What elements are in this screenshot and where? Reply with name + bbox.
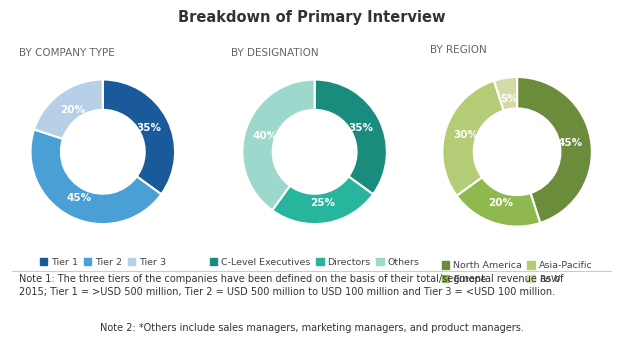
Wedge shape: [103, 80, 175, 194]
Wedge shape: [315, 80, 387, 194]
Text: 35%: 35%: [136, 123, 161, 133]
Wedge shape: [31, 129, 161, 224]
Text: 45%: 45%: [67, 193, 92, 203]
Legend: North America, Europe, Asia-Pacific, RoW: North America, Europe, Asia-Pacific, RoW: [442, 261, 592, 284]
Text: BY COMPANY TYPE: BY COMPANY TYPE: [19, 48, 115, 58]
Wedge shape: [442, 81, 503, 196]
Text: Note 2: *Others include sales managers, marketing managers, and product managers: Note 2: *Others include sales managers, …: [100, 323, 523, 333]
Wedge shape: [272, 176, 373, 224]
Wedge shape: [34, 80, 103, 139]
Text: 20%: 20%: [60, 105, 85, 115]
Text: BY REGION: BY REGION: [430, 45, 487, 55]
Text: Breakdown of Primary Interview: Breakdown of Primary Interview: [178, 10, 445, 25]
Legend: Tier 1, Tier 2, Tier 3: Tier 1, Tier 2, Tier 3: [40, 258, 166, 267]
Text: BY DESIGNATION: BY DESIGNATION: [231, 48, 318, 58]
Text: 40%: 40%: [252, 131, 278, 141]
Text: 35%: 35%: [348, 123, 373, 133]
Text: 25%: 25%: [310, 198, 335, 208]
Text: 5%: 5%: [500, 93, 518, 104]
Text: Note 1: The three tiers of the companies have been defined on the basis of their: Note 1: The three tiers of the companies…: [19, 274, 563, 297]
Wedge shape: [517, 77, 592, 223]
Wedge shape: [242, 80, 315, 210]
Wedge shape: [494, 77, 517, 110]
Text: 20%: 20%: [488, 198, 513, 208]
Text: 45%: 45%: [558, 138, 583, 148]
Text: 30%: 30%: [454, 130, 478, 140]
Legend: C-Level Executives, Directors, Others: C-Level Executives, Directors, Others: [209, 258, 420, 267]
Wedge shape: [457, 177, 540, 227]
